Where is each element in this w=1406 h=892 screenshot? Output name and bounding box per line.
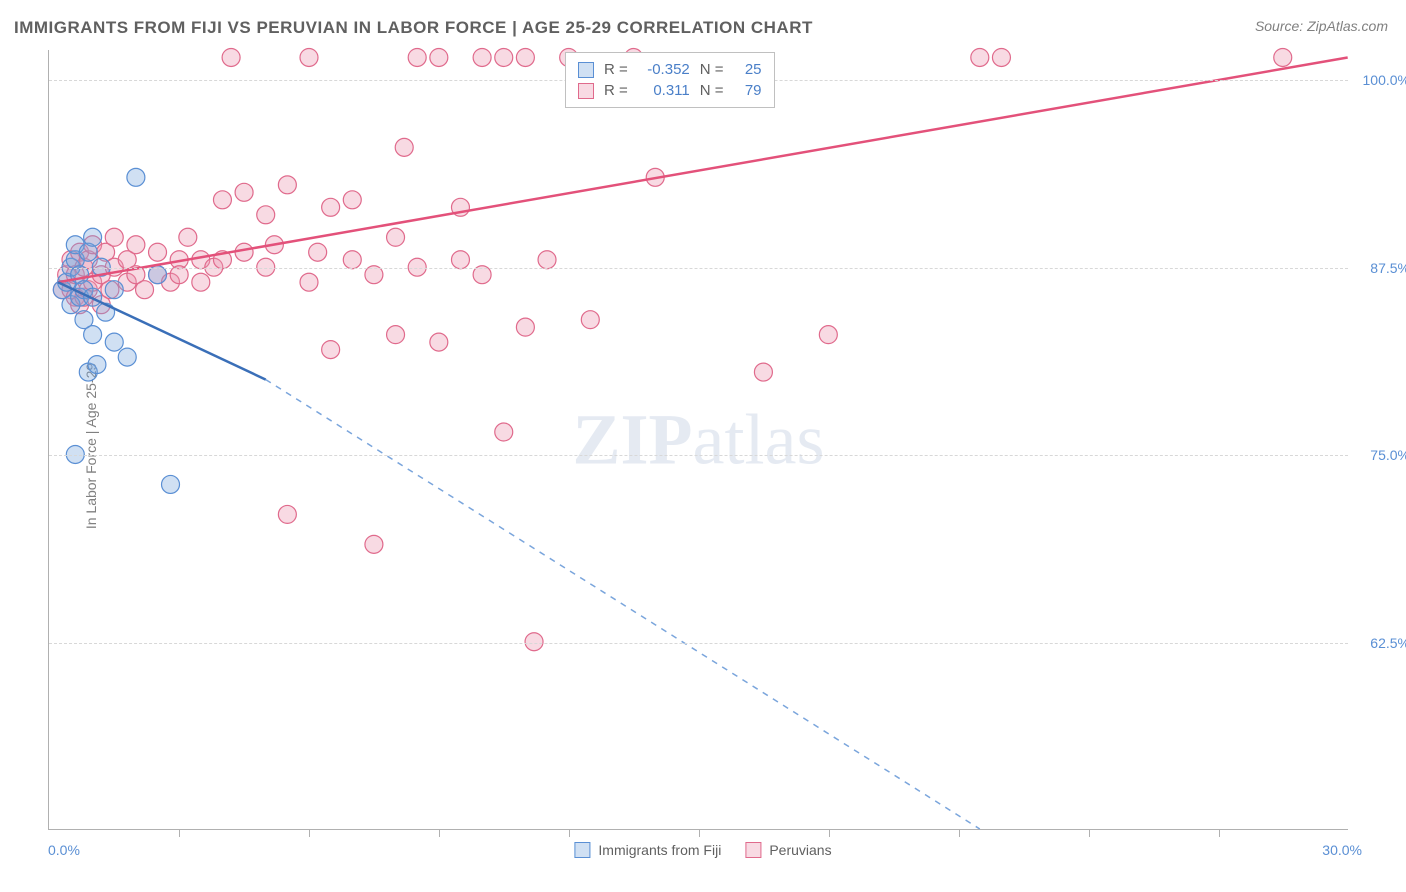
legend-swatch-peruvian <box>745 842 761 858</box>
legend-swatch-fiji <box>574 842 590 858</box>
stats-row-fiji: R = -0.352 N = 25 <box>578 59 762 80</box>
x-axis-max-label: 30.0% <box>1322 842 1362 858</box>
x-tick <box>829 829 830 837</box>
legend-bottom: Immigrants from Fiji Peruvians <box>574 842 831 858</box>
stats-n-val-peruvian: 79 <box>734 82 762 99</box>
plot-area: ZIPatlas 62.5%75.0%87.5%100.0% <box>48 50 1348 830</box>
stats-r-label-peruvian: R = <box>604 82 628 99</box>
legend-item-peruvian: Peruvians <box>745 842 831 858</box>
y-tick-label: 87.5% <box>1370 260 1406 276</box>
x-tick <box>699 829 700 837</box>
chart-source: Source: ZipAtlas.com <box>1255 18 1388 34</box>
stats-r-val-fiji: -0.352 <box>638 61 690 78</box>
stats-row-peruvian: R = 0.311 N = 79 <box>578 80 762 101</box>
y-tick-label: 62.5% <box>1370 635 1406 651</box>
x-tick <box>179 829 180 837</box>
stats-r-label-fiji: R = <box>604 61 628 78</box>
y-tick-label: 75.0% <box>1370 447 1406 463</box>
x-tick <box>1219 829 1220 837</box>
legend-label-fiji: Immigrants from Fiji <box>598 842 721 858</box>
x-tick <box>439 829 440 837</box>
x-tick <box>959 829 960 837</box>
stats-r-val-peruvian: 0.311 <box>638 82 690 99</box>
grid-line-h <box>49 643 1348 644</box>
legend-item-fiji: Immigrants from Fiji <box>574 842 721 858</box>
stats-swatch-peruvian <box>578 83 594 99</box>
x-tick <box>569 829 570 837</box>
stats-n-label-fiji: N = <box>700 61 724 78</box>
chart-container: IMMIGRANTS FROM FIJI VS PERUVIAN IN LABO… <box>0 0 1406 892</box>
stats-box: R = -0.352 N = 25 R = 0.311 N = 79 <box>565 52 775 108</box>
stats-swatch-fiji <box>578 62 594 78</box>
x-tick <box>309 829 310 837</box>
grid-line-h <box>49 268 1348 269</box>
grid-line-h <box>49 455 1348 456</box>
stats-n-label-peruvian: N = <box>700 82 724 99</box>
x-tick <box>1089 829 1090 837</box>
legend-label-peruvian: Peruvians <box>769 842 831 858</box>
plot-svg <box>49 50 1348 829</box>
stats-n-val-fiji: 25 <box>734 61 762 78</box>
x-axis-min-label: 0.0% <box>48 842 80 858</box>
y-tick-label: 100.0% <box>1363 72 1406 88</box>
chart-title: IMMIGRANTS FROM FIJI VS PERUVIAN IN LABO… <box>14 18 813 38</box>
